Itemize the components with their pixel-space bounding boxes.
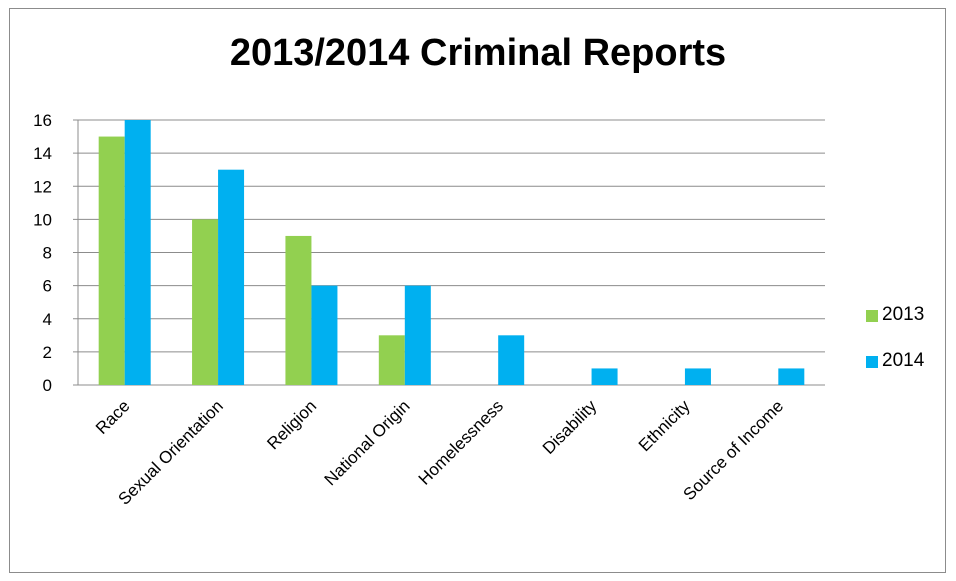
- x-tick-label: Source of Income: [679, 396, 787, 504]
- bar-2014: [684, 368, 711, 385]
- x-tick-label: Ethnicity: [635, 396, 694, 455]
- legend-label-2013: 2013: [882, 304, 925, 325]
- bar-2014: [404, 285, 431, 385]
- legend-swatch-2013: [866, 310, 878, 322]
- bar-2013: [192, 219, 219, 385]
- bar-2014: [778, 368, 805, 385]
- y-tick-label: 6: [43, 277, 52, 296]
- bar-2014: [498, 335, 525, 385]
- chart-title: 2013/2014 Criminal Reports: [229, 32, 727, 74]
- bar-2013: [378, 335, 405, 385]
- bar-2013: [285, 235, 312, 385]
- y-tick-label: 10: [33, 210, 52, 229]
- y-tick-label: 2: [43, 343, 52, 362]
- x-tick-label: Homelessness: [415, 396, 507, 488]
- legend-label-2014: 2014: [882, 350, 925, 371]
- x-tick-label: National Origin: [321, 396, 414, 489]
- bar-2014: [591, 368, 618, 385]
- bar-2013: [98, 136, 125, 385]
- bar-2014: [311, 285, 338, 385]
- chart-frame: [9, 8, 946, 573]
- bar-2014: [124, 120, 151, 385]
- y-tick-label: 8: [43, 244, 52, 263]
- y-tick-label: 16: [33, 111, 52, 130]
- bar-2014: [218, 169, 245, 385]
- y-tick-label: 14: [33, 144, 52, 163]
- x-tick-label: Race: [92, 396, 133, 437]
- x-tick-label: Disability: [539, 396, 601, 458]
- y-tick-label: 0: [43, 376, 52, 395]
- legend-swatch-2014: [866, 356, 878, 368]
- y-tick-label: 4: [43, 310, 52, 329]
- y-tick-label: 12: [33, 177, 52, 196]
- x-tick-label: Sexual Orientation: [115, 396, 227, 508]
- x-tick-label: Religion: [263, 396, 320, 453]
